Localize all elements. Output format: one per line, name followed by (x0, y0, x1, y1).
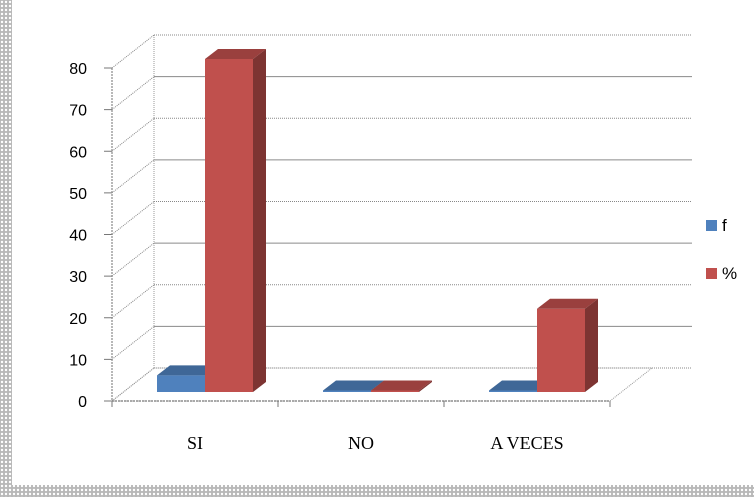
y-tick-label: 40 (69, 228, 87, 245)
frame-bottom-border (0, 485, 754, 497)
gridline-side (111, 34, 155, 69)
bar-top (371, 380, 432, 391)
bar-front (489, 390, 537, 392)
gridline-side (111, 117, 155, 152)
y-tick-label: 20 (69, 311, 87, 328)
y-tick-label: 80 (69, 61, 87, 78)
frame-left-border (0, 0, 12, 497)
y-tick-label: 30 (69, 269, 87, 286)
bar (205, 49, 266, 392)
bar-side (253, 49, 266, 392)
legend-label: f (722, 216, 727, 235)
y-tick-label: 50 (69, 186, 87, 203)
bar-top (157, 365, 218, 376)
gridline-side (111, 284, 155, 319)
bar-front (371, 390, 419, 392)
legend-swatch (706, 220, 717, 231)
bar-side (419, 380, 432, 392)
gridline-side (111, 76, 155, 111)
x-tick-label: SI (187, 433, 203, 453)
bar-front (323, 390, 371, 392)
x-tick-label: A VECES (490, 433, 563, 453)
bar-front (537, 308, 585, 392)
bar-front (157, 375, 205, 392)
y-tick-label: 0 (78, 394, 87, 411)
bar (157, 365, 218, 392)
bar (371, 380, 432, 392)
gridline-side (111, 325, 155, 360)
bar-layer (157, 49, 598, 392)
legend-label: % (722, 264, 737, 283)
gridline-side (111, 159, 155, 194)
bar-top (205, 49, 266, 59)
bar-top (537, 298, 598, 309)
y-tick-label: 10 (69, 352, 87, 369)
legend-swatch (706, 268, 717, 279)
gridline-side (111, 242, 155, 277)
bar (537, 298, 598, 392)
gridline-side (111, 201, 155, 235)
legend: f% (706, 216, 737, 283)
axis-layer (104, 35, 654, 407)
grid-layer (111, 34, 692, 402)
y-tick-label: 60 (69, 144, 87, 161)
y-tick-label: 70 (69, 103, 87, 120)
bar-top (323, 380, 384, 391)
label-layer: 0 10 20 30 40 50 60 70 80 SI NO A VECES (69, 61, 563, 453)
bar-top (489, 380, 550, 391)
bar-side (585, 298, 598, 392)
x-tick-label: NO (348, 433, 374, 453)
bar-front (205, 59, 253, 392)
